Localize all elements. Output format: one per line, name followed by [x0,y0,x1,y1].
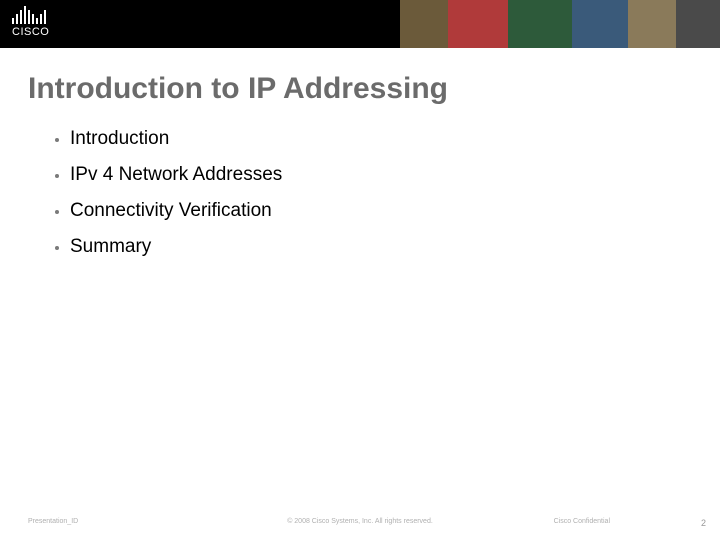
cisco-logo-bars-icon [12,6,49,24]
page-number: 2 [701,518,706,528]
bullet-text: Introduction [70,128,169,149]
list-item: Summary [70,236,282,258]
bullet-text: Summary [70,236,151,257]
slide-title: Introduction to IP Addressing [28,72,448,106]
cisco-logo: CISCO [12,6,49,38]
header-image-strip [400,0,720,48]
header-bar: CISCO [0,0,720,48]
list-item: IPv 4 Network Addresses [70,164,282,186]
slide: CISCO Introduction to IP Addressing Intr… [0,0,720,540]
cisco-logo-text: CISCO [12,26,49,38]
list-item: Connectivity Verification [70,200,282,222]
footer: Presentation_ID © 2008 Cisco Systems, In… [0,518,720,532]
bullet-text: IPv 4 Network Addresses [70,164,282,185]
bullet-text: Connectivity Verification [70,200,272,221]
bullet-list: Introduction IPv 4 Network Addresses Con… [70,128,282,272]
footer-center: © 2008 Cisco Systems, Inc. All rights re… [0,518,720,525]
footer-right: Cisco Confidential [554,518,610,525]
list-item: Introduction [70,128,282,150]
